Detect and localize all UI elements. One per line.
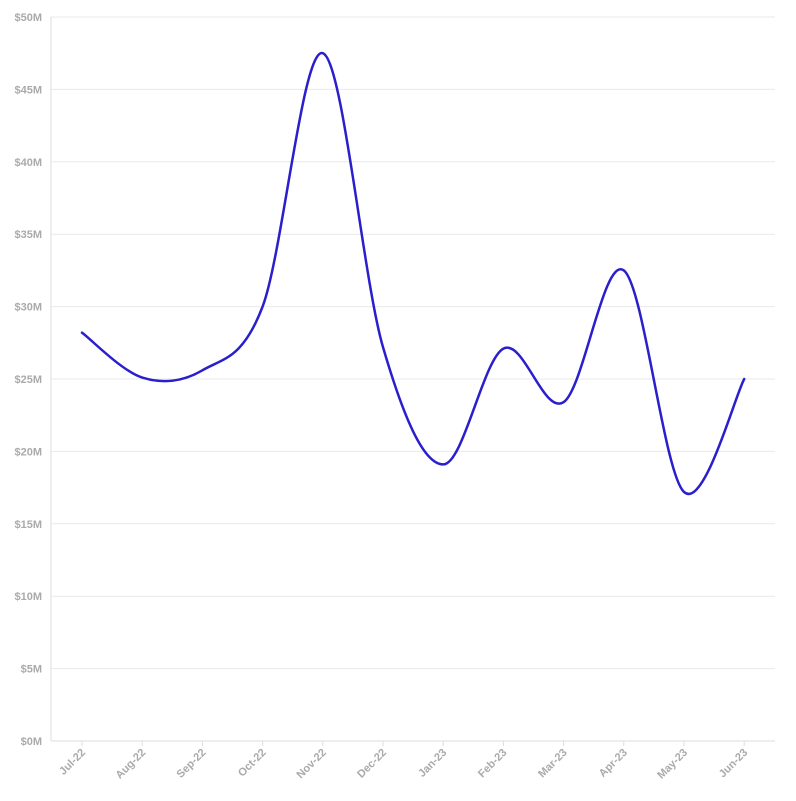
y-tick-label: $45M — [14, 84, 42, 96]
x-tick-label: Jan-23 — [416, 747, 449, 780]
x-tick-label: Oct-22 — [236, 747, 269, 780]
y-tick-label: $20M — [14, 446, 42, 458]
y-tick-label: $5M — [21, 664, 42, 676]
x-tick-label: Apr-23 — [597, 747, 630, 780]
y-tick-label: $35M — [14, 229, 42, 241]
x-tick-label: Sep-22 — [175, 747, 209, 781]
axes — [50, 17, 775, 746]
x-tick-label: Aug-22 — [113, 747, 148, 782]
y-tick-label: $50M — [14, 12, 42, 24]
y-axis-tick-labels: $0M $5M $10M $15M $20M $25M $30M $35M $40M $45M $5… — [14, 12, 42, 748]
y-tick-label: $40M — [14, 157, 42, 169]
series-lines — [80, 51, 746, 496]
x-tick-label: Mar-23 — [536, 747, 570, 781]
y-tick-label: $10M — [14, 591, 42, 603]
x-tick-label: Jul-22 — [57, 747, 88, 778]
x-axis-tick-labels: Jul-22 Aug-22 Sep-22 Oct-22 Nov-22 Dec-22 Jan-… — [57, 747, 750, 782]
y-tick-label: $25M — [14, 374, 42, 386]
grid-lines — [51, 16, 775, 670]
x-tick-label: Jun-23 — [717, 747, 751, 781]
x-tick-label: Feb-23 — [476, 747, 510, 781]
x-tick-label: May-23 — [655, 747, 690, 782]
x-tick-label: Dec-22 — [355, 747, 389, 781]
y-tick-label: $0M — [21, 736, 42, 748]
y-tick-label: $15M — [14, 519, 42, 531]
x-tick-label: Nov-22 — [294, 747, 328, 781]
y-tick-label: $30M — [14, 302, 42, 314]
series-line — [80, 51, 746, 496]
